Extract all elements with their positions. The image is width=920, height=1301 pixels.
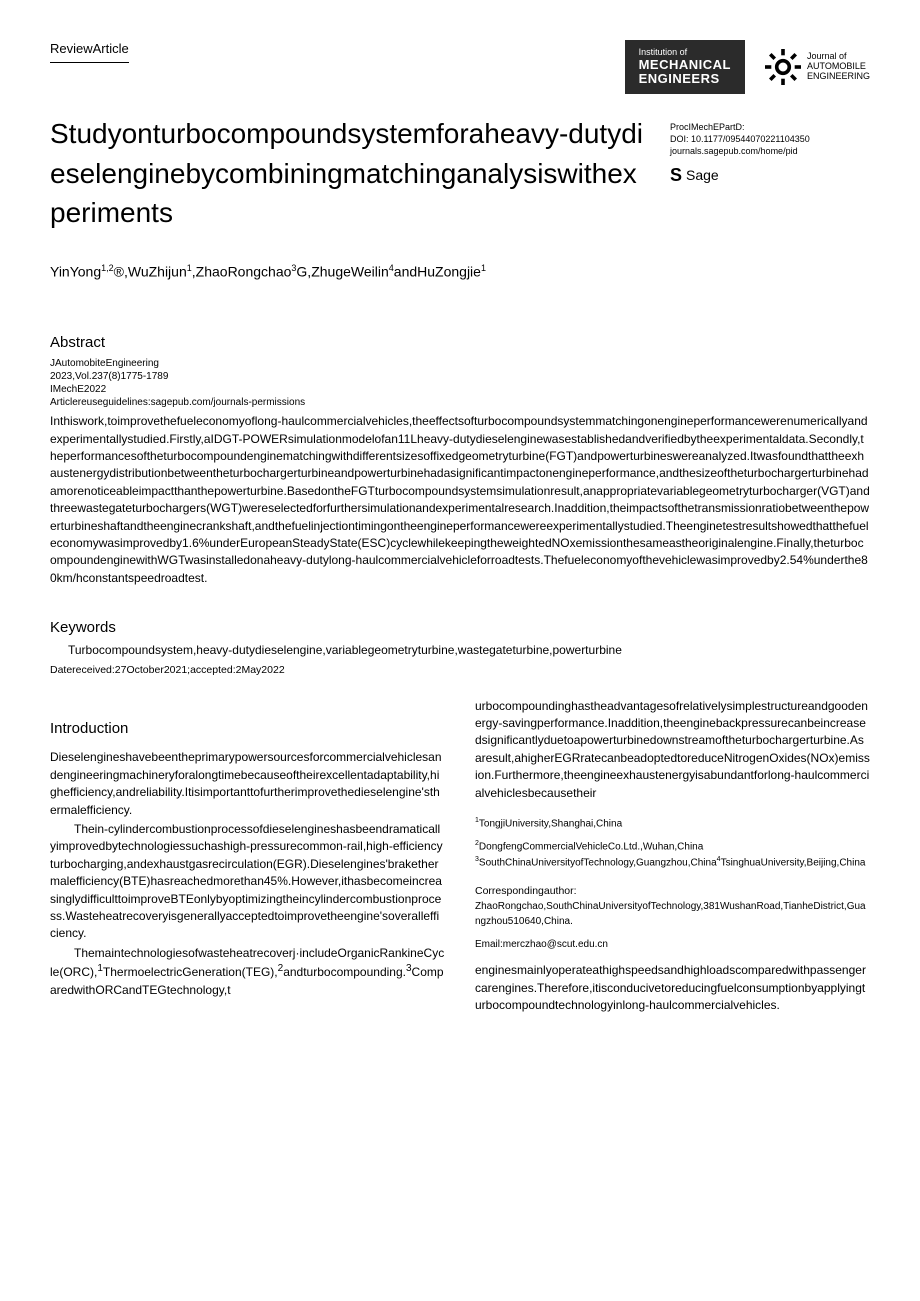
sage-s-icon: S: [670, 164, 682, 187]
intro-p2: Thein-cylindercombustionprocessofdiesele…: [50, 821, 445, 943]
journal-line-3: Articlereuseguidelines:sagepub.com/journ…: [50, 396, 870, 409]
meta-doi: DOI: 10.1177/09544070221104350: [670, 134, 870, 146]
affil-1: 1TongjiUniversity,Shanghai,China: [475, 816, 870, 831]
intro-p5: enginesmainlyoperateathighspeedsandhighl…: [475, 962, 870, 1014]
intro-p4: urbocompoundinghastheadvantagesofrelativ…: [475, 698, 870, 802]
journal-line-1: 2023,Vol.237(8)1775-1789: [50, 370, 870, 383]
sage-brand: S Sage: [670, 164, 870, 187]
auto-logo-line3: ENGINEERING: [807, 72, 870, 82]
article-meta: ProcIMechEPartD: DOI: 10.1177/0954407022…: [670, 114, 870, 186]
sage-label: Sage: [686, 166, 719, 184]
publisher-logos: Institution of MECHANICAL ENGINEERS: [625, 40, 870, 94]
imeche-logo-line2: MECHANICAL: [639, 58, 731, 72]
journal-line-2: IMechE2022: [50, 383, 870, 396]
abstract-heading: Abstract: [50, 332, 870, 353]
left-column: Introduction Dieselengineshavebeenthepri…: [50, 698, 445, 1017]
meta-url: journals.sagepub.com/home/pid: [670, 146, 870, 158]
affil-3: 3SouthChinaUniversityofTechnology,Guangz…: [475, 855, 870, 870]
journal-line-0: JAutomobiteEngineering: [50, 357, 870, 370]
abstract-text: Inthiswork,toimprovethefueleconomyoflong…: [50, 413, 870, 587]
affil-2: 2DongfengCommercialVehicleCo.Ltd.,Wuhan,…: [475, 839, 870, 854]
keywords-heading: Keywords: [50, 617, 870, 638]
intro-heading: Introduction: [50, 718, 445, 740]
authors-line: YinYong1,2®,WuZhijun1,ZhaoRongchao3G,Zhu…: [50, 262, 870, 282]
affiliations: 1TongjiUniversity,Shanghai,China 2Dongfe…: [475, 816, 870, 870]
intro-p1: Dieselengineshavebeentheprimarypowersour…: [50, 749, 445, 819]
automobile-logo: Journal of AUTOMOBILE ENGINEERING: [765, 49, 870, 85]
gear-icon: [765, 49, 801, 85]
dates-line: Datereceived:27October2021;accepted:2May…: [50, 663, 870, 678]
intro-p3: Themaintechnologiesofwasteheatrecoverj·i…: [50, 945, 445, 999]
article-type-label: ReviewArticle: [50, 40, 129, 63]
imeche-logo-line3: ENGINEERS: [639, 72, 731, 86]
right-column: urbocompoundinghastheadvantagesofrelativ…: [475, 698, 870, 1017]
meta-proc: ProcIMechEPartD:: [670, 122, 870, 134]
corresponding-text: ZhaoRongchao,SouthChinaUniversityofTechn…: [475, 899, 870, 929]
keywords-text: Turbocompoundsystem,heavy-dutydieselengi…: [50, 642, 870, 659]
journal-info: JAutomobiteEngineering 2023,Vol.237(8)17…: [50, 357, 870, 409]
corresponding-heading: Correspondingauthor:: [475, 884, 870, 899]
imeche-logo: Institution of MECHANICAL ENGINEERS: [625, 40, 745, 94]
article-title: Studyonturbocompoundsystemforaheavy-duty…: [50, 114, 650, 232]
corresponding-email: Email:merczhao@scut.edu.cn: [475, 937, 870, 952]
